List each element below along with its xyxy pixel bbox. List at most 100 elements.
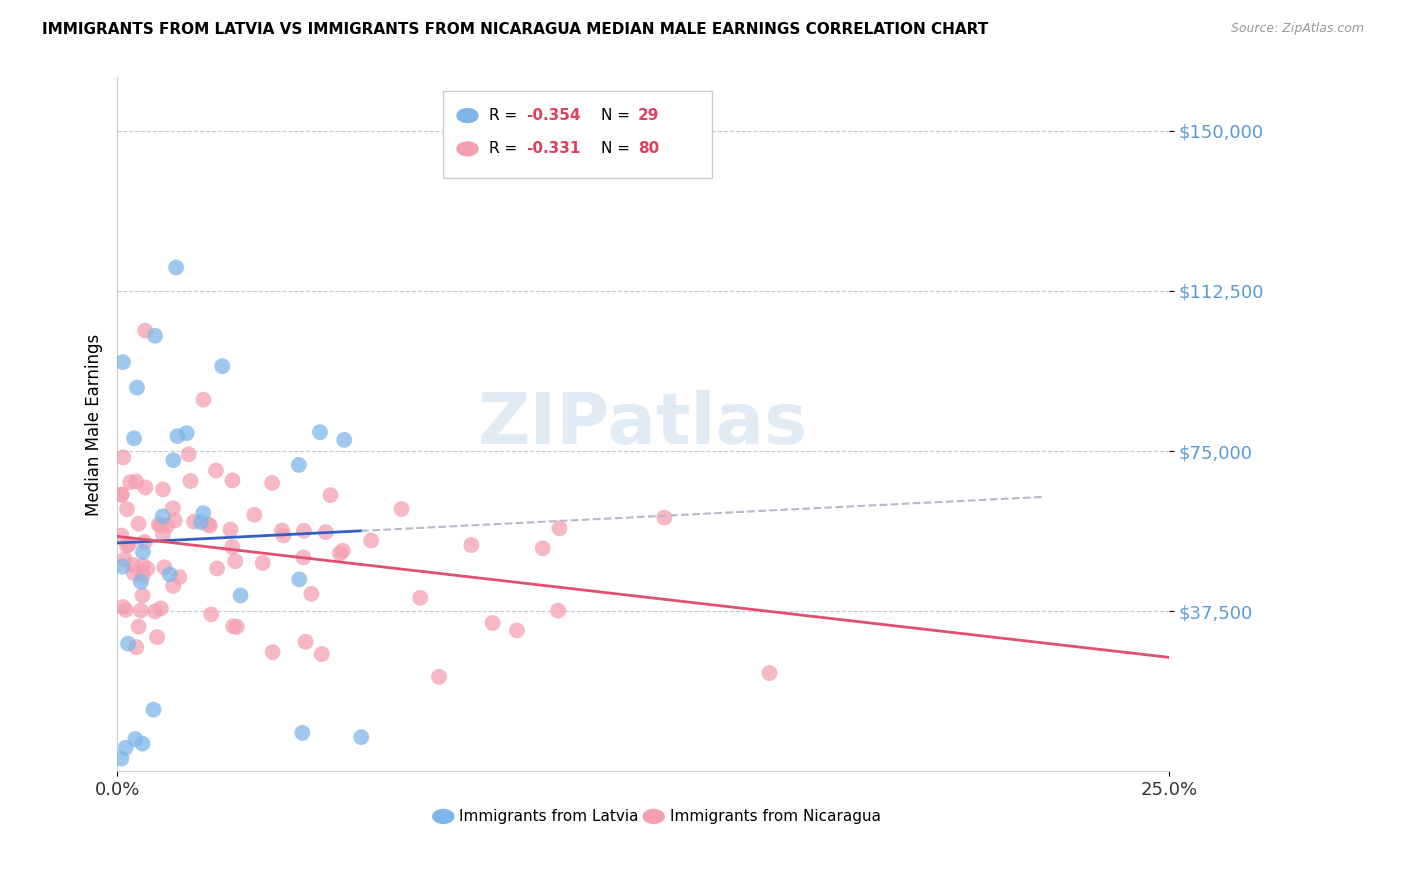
Point (273, 528, 295, 542)
Point (319, 488, 342, 502)
Point (198, 518, 221, 533)
Point (118, 537, 141, 551)
Point (110, 528, 132, 542)
Point (152, 509, 174, 524)
Text: IMMIGRANTS FROM LATVIA VS IMMIGRANTS FROM NICARAGUA MEDIAN MALE EARNINGS CORRELA: IMMIGRANTS FROM LATVIA VS IMMIGRANTS FRO… (42, 22, 988, 37)
Circle shape (457, 109, 478, 122)
Point (193, 506, 215, 520)
Point (311, 647, 333, 661)
Text: 29: 29 (638, 108, 659, 123)
Point (146, 630, 169, 644)
Point (506, 624, 529, 638)
Point (292, 550, 315, 565)
Circle shape (433, 810, 454, 823)
Point (112, 599, 135, 614)
Point (149, 601, 172, 615)
Point (162, 453, 184, 467)
Point (288, 573, 311, 587)
Point (111, 355, 134, 369)
Point (110, 488, 132, 502)
Point (120, 475, 142, 490)
Point (252, 556, 274, 570)
Point (125, 475, 148, 489)
Point (291, 726, 314, 740)
Point (131, 589, 153, 603)
Point (329, 546, 352, 560)
Point (531, 541, 554, 556)
Point (132, 568, 155, 582)
Point (547, 604, 569, 618)
Point (427, 670, 450, 684)
Point (548, 521, 571, 535)
Point (122, 566, 145, 580)
Point (176, 426, 198, 441)
Point (333, 433, 356, 447)
Text: N =: N = (602, 108, 636, 123)
Point (654, 510, 676, 524)
Point (221, 474, 243, 488)
Point (315, 525, 337, 540)
Point (179, 474, 201, 488)
Text: 80: 80 (638, 142, 659, 156)
Point (193, 392, 215, 407)
Point (128, 619, 150, 633)
Point (129, 574, 152, 589)
Point (292, 524, 315, 538)
Point (165, 260, 187, 275)
Point (294, 635, 316, 649)
Point (243, 508, 266, 522)
Point (409, 591, 432, 605)
Point (758, 666, 780, 681)
Point (271, 524, 294, 538)
Point (309, 425, 332, 439)
Point (200, 607, 222, 622)
Text: Source: ZipAtlas.com: Source: ZipAtlas.com (1230, 22, 1364, 36)
Point (110, 751, 132, 765)
Point (115, 539, 138, 553)
Point (110, 487, 132, 501)
Point (134, 481, 156, 495)
Point (117, 637, 139, 651)
Point (391, 502, 413, 516)
Point (205, 561, 228, 575)
Point (125, 381, 148, 395)
Point (143, 328, 166, 343)
Point (112, 450, 135, 465)
Point (142, 703, 165, 717)
Point (229, 589, 252, 603)
Point (177, 447, 200, 461)
Point (152, 527, 174, 541)
Point (111, 559, 134, 574)
Point (481, 615, 503, 630)
Point (166, 429, 188, 443)
Point (288, 458, 311, 472)
Point (332, 544, 354, 558)
Text: ZIPatlas: ZIPatlas (478, 390, 808, 458)
Point (143, 604, 166, 618)
Point (149, 518, 172, 533)
Point (225, 620, 247, 634)
Point (224, 554, 246, 568)
Point (197, 517, 219, 532)
Circle shape (643, 810, 664, 823)
Point (190, 515, 212, 529)
Point (460, 538, 482, 552)
Point (136, 562, 159, 576)
Point (222, 619, 245, 633)
Text: -0.354: -0.354 (526, 108, 581, 123)
Point (162, 501, 184, 516)
Point (153, 560, 176, 574)
Point (159, 567, 181, 582)
Point (129, 603, 152, 617)
Circle shape (457, 142, 478, 156)
Point (134, 324, 156, 338)
Point (134, 535, 156, 549)
Point (124, 732, 146, 747)
Text: N =: N = (602, 142, 636, 156)
Point (360, 533, 382, 548)
Text: Immigrants from Latvia: Immigrants from Latvia (460, 809, 638, 824)
Point (262, 475, 284, 490)
Point (128, 516, 150, 531)
Point (114, 740, 136, 755)
Text: -0.331: -0.331 (526, 142, 581, 156)
